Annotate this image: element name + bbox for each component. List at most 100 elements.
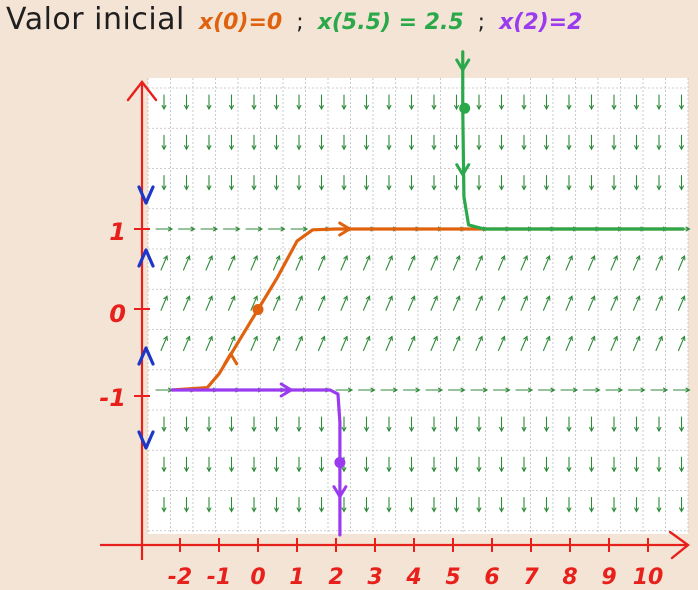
field-arrow bbox=[497, 335, 506, 352]
field-arrow-head bbox=[685, 387, 691, 393]
field-arrow-head bbox=[409, 185, 414, 191]
field-arrow bbox=[362, 295, 371, 311]
field-arrow-head bbox=[409, 104, 414, 111]
field-arrow-head bbox=[208, 295, 213, 301]
field-arrow-head bbox=[656, 426, 662, 433]
field-arrow bbox=[610, 295, 618, 311]
field-arrow-head bbox=[454, 467, 459, 473]
field-arrow-head bbox=[251, 426, 257, 433]
x-tick-label: 10 bbox=[633, 565, 664, 590]
field-arrow bbox=[407, 335, 416, 352]
field-arrow bbox=[565, 335, 573, 352]
phase-arrow bbox=[137, 346, 155, 366]
field-arrow bbox=[520, 335, 528, 352]
field-arrow-head bbox=[275, 335, 281, 342]
field-arrow-head bbox=[392, 387, 399, 393]
field-arrow-head bbox=[364, 185, 369, 191]
field-arrow bbox=[272, 255, 281, 271]
field-arrow-head bbox=[613, 295, 618, 301]
field-arrow bbox=[452, 255, 461, 271]
solution-curve bbox=[170, 227, 685, 392]
field-arrow bbox=[520, 295, 528, 311]
vertical-axis-head bbox=[126, 80, 158, 102]
field-arrow-head bbox=[544, 426, 549, 433]
field-arrow-head bbox=[251, 185, 257, 191]
field-arrow-head bbox=[545, 335, 551, 342]
field-arrow-head bbox=[229, 185, 234, 191]
field-arrow-head bbox=[662, 387, 669, 393]
field-arrow bbox=[655, 295, 663, 311]
field-arrow bbox=[565, 255, 573, 271]
field-arrow bbox=[520, 255, 528, 271]
field-arrow-head bbox=[415, 387, 421, 393]
field-arrow-head bbox=[235, 226, 241, 232]
field-arrow-head bbox=[658, 254, 663, 261]
field-arrow bbox=[407, 255, 416, 271]
field-arrow-head bbox=[521, 104, 527, 111]
field-arrow-head bbox=[251, 507, 257, 513]
phase-arrow bbox=[137, 185, 155, 205]
field-arrow bbox=[407, 295, 416, 311]
field-arrow-head bbox=[523, 295, 528, 301]
field-arrow bbox=[250, 295, 258, 311]
field-arrow-head bbox=[365, 335, 371, 342]
field-arrow-head bbox=[341, 104, 347, 111]
field-arrow-head bbox=[635, 295, 641, 301]
field-arrow bbox=[295, 255, 303, 271]
field-arrow-head bbox=[611, 104, 617, 111]
field-arrow-head bbox=[365, 295, 371, 301]
field-arrow-head bbox=[455, 335, 461, 342]
field-arrow bbox=[610, 255, 618, 271]
field-arrow-head bbox=[611, 185, 617, 191]
field-arrow bbox=[587, 295, 596, 311]
field-arrow-head bbox=[319, 185, 324, 191]
field-arrow-head bbox=[229, 145, 234, 151]
field-arrow-head bbox=[521, 145, 527, 151]
field-arrow-head bbox=[656, 145, 662, 151]
field-arrow-head bbox=[566, 104, 572, 111]
field-arrow-head bbox=[680, 254, 686, 261]
field-arrow-head bbox=[589, 145, 594, 151]
field-arrow-head bbox=[208, 254, 213, 261]
separator: ; bbox=[296, 10, 304, 35]
field-arrow-head bbox=[499, 426, 504, 433]
field-arrow bbox=[475, 255, 483, 271]
field-arrow-head bbox=[499, 507, 504, 513]
field-arrow-head bbox=[685, 226, 691, 232]
field-arrow-head bbox=[431, 145, 437, 151]
field-arrow-head bbox=[167, 226, 174, 232]
condition-green: x(5.5) = 2.5 bbox=[317, 10, 464, 35]
field-arrow-head bbox=[544, 507, 549, 513]
field-arrow-head bbox=[476, 104, 482, 111]
field-arrow-head bbox=[298, 295, 303, 301]
field-arrow-head bbox=[476, 467, 482, 473]
field-arrow-head bbox=[341, 507, 347, 513]
field-arrow-head bbox=[184, 185, 189, 191]
field-arrow-head bbox=[206, 104, 212, 111]
field-arrow-head bbox=[320, 254, 326, 261]
field-arrow bbox=[182, 255, 191, 271]
field-arrow bbox=[160, 295, 168, 311]
field-arrow-head bbox=[521, 467, 527, 473]
field-arrow bbox=[317, 255, 326, 271]
field-arrow-head bbox=[253, 335, 258, 342]
field-arrow-head bbox=[296, 426, 302, 433]
phase-arrow bbox=[137, 430, 155, 450]
field-arrow-head bbox=[499, 467, 504, 473]
field-arrow-head bbox=[523, 335, 528, 342]
field-arrow-head bbox=[319, 104, 324, 111]
field-arrow-head bbox=[161, 507, 167, 513]
field-arrow-head bbox=[433, 335, 438, 342]
field-arrow-head bbox=[545, 295, 551, 301]
field-arrow-head bbox=[523, 254, 528, 261]
field-arrow-head bbox=[320, 295, 326, 301]
horizontal-axis-head bbox=[668, 530, 690, 560]
field-arrow-head bbox=[386, 145, 392, 151]
field-arrow-head bbox=[230, 335, 236, 342]
field-arrow-head bbox=[388, 335, 393, 342]
field-arrow-head bbox=[544, 145, 549, 151]
field-arrow bbox=[610, 335, 618, 352]
field-arrow-head bbox=[499, 104, 504, 111]
field-arrow-head bbox=[680, 295, 686, 301]
